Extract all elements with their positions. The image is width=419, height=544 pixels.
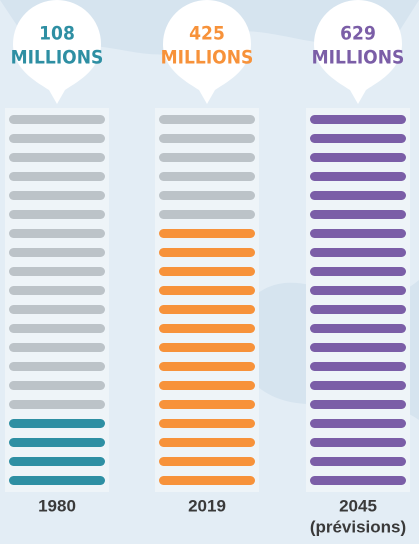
filled-bar	[159, 286, 255, 295]
filled-bar	[159, 419, 255, 428]
filled-bar	[310, 419, 406, 428]
badge	[13, 0, 101, 104]
value-label: 108	[39, 23, 75, 45]
filled-bar	[9, 476, 105, 485]
empty-bar	[9, 305, 105, 314]
filled-bar	[310, 381, 406, 390]
filled-bar	[159, 343, 255, 352]
empty-bar	[9, 267, 105, 276]
filled-bar	[310, 400, 406, 409]
unit-label: MILLIONS	[11, 47, 104, 69]
filled-bar	[310, 115, 406, 124]
empty-bar	[9, 343, 105, 352]
value-label: 629	[340, 23, 376, 45]
empty-bar	[9, 381, 105, 390]
filled-bar	[159, 229, 255, 238]
filled-bar	[159, 457, 255, 466]
filled-bar	[310, 134, 406, 143]
empty-bar	[9, 172, 105, 181]
empty-bar	[159, 134, 255, 143]
badge	[314, 0, 402, 104]
filled-bar	[159, 400, 255, 409]
filled-bar	[310, 229, 406, 238]
empty-bar	[159, 172, 255, 181]
empty-bar	[9, 191, 105, 200]
badge	[163, 0, 251, 104]
filled-bar	[159, 438, 255, 447]
filled-bar	[310, 153, 406, 162]
filled-bar	[9, 438, 105, 447]
empty-bar	[9, 400, 105, 409]
filled-bar	[310, 248, 406, 257]
filled-bar	[9, 457, 105, 466]
unit-label: MILLIONS	[312, 47, 405, 69]
value-label: 425	[189, 23, 225, 45]
empty-bar	[9, 324, 105, 333]
filled-bar	[159, 305, 255, 314]
filled-bar	[310, 210, 406, 219]
empty-bar	[9, 286, 105, 295]
column-panel	[155, 108, 259, 492]
filled-bar	[310, 343, 406, 352]
column-panel	[306, 108, 410, 492]
year-label: 2045	[339, 496, 377, 515]
unit-label: MILLIONS	[161, 47, 254, 69]
empty-bar	[9, 210, 105, 219]
empty-bar	[9, 134, 105, 143]
empty-bar	[9, 248, 105, 257]
filled-bar	[310, 362, 406, 371]
empty-bar	[159, 191, 255, 200]
empty-bar	[159, 153, 255, 162]
empty-bar	[9, 362, 105, 371]
filled-bar	[310, 324, 406, 333]
empty-bar	[9, 153, 105, 162]
filled-bar	[310, 305, 406, 314]
filled-bar	[310, 476, 406, 485]
empty-bar	[9, 229, 105, 238]
filled-bar	[159, 267, 255, 276]
empty-bar	[159, 115, 255, 124]
column-panel	[5, 108, 109, 492]
filled-bar	[310, 457, 406, 466]
filled-bar	[159, 476, 255, 485]
year-label: 2019	[188, 496, 226, 515]
filled-bar	[159, 381, 255, 390]
filled-bar	[310, 267, 406, 276]
filled-bar	[310, 438, 406, 447]
filled-bar	[159, 362, 255, 371]
year-note: (prévisions)	[310, 517, 406, 536]
filled-bar	[159, 324, 255, 333]
empty-bar	[159, 210, 255, 219]
filled-bar	[159, 248, 255, 257]
year-label: 1980	[38, 496, 76, 515]
filled-bar	[9, 419, 105, 428]
filled-bar	[310, 286, 406, 295]
empty-bar	[9, 115, 105, 124]
filled-bar	[310, 172, 406, 181]
filled-bar	[310, 191, 406, 200]
